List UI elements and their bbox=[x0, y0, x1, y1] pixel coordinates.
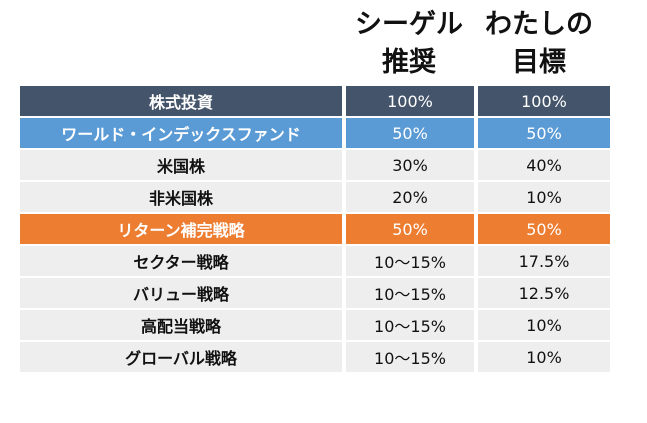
row-label: 株式投資 bbox=[20, 86, 342, 116]
siegel-value: 10～15% bbox=[346, 246, 474, 276]
row-label: リターン補完戦略 bbox=[20, 214, 342, 244]
row-label: バリュー戦略 bbox=[20, 278, 342, 308]
table-row-world-index-fund: ワールド・インデックスファンド 50% 50% bbox=[20, 118, 610, 148]
table-row-non-us-stocks: 非米国株 20% 10% bbox=[20, 182, 610, 212]
siegel-value: 30% bbox=[346, 150, 474, 180]
siegel-value: 50% bbox=[346, 214, 474, 244]
row-label: 米国株 bbox=[20, 150, 342, 180]
my-target-value: 100% bbox=[478, 86, 610, 116]
row-label: グローバル戦略 bbox=[20, 342, 342, 372]
table-row-high-dividend-strategy: 高配当戦略 10～15% 10% bbox=[20, 310, 610, 340]
my-target-value: 50% bbox=[478, 214, 610, 244]
header-siegel-recommended: シーゲル 推奨 bbox=[346, 6, 472, 86]
siegel-value: 10～15% bbox=[346, 278, 474, 308]
header-siegel-line2: 推奨 bbox=[382, 47, 436, 78]
row-label: 高配当戦略 bbox=[20, 310, 342, 340]
siegel-value: 50% bbox=[346, 118, 474, 148]
siegel-value: 10～15% bbox=[346, 342, 474, 372]
header-my-target: わたしの 目標 bbox=[476, 6, 602, 86]
my-target-value: 12.5% bbox=[478, 278, 610, 308]
table-row-value-strategy: バリュー戦略 10～15% 12.5% bbox=[20, 278, 610, 308]
header-my-target-line1: わたしの bbox=[485, 9, 593, 40]
siegel-value: 20% bbox=[346, 182, 474, 212]
table-row-us-stocks: 米国株 30% 40% bbox=[20, 150, 610, 180]
table-row-sector-strategy: セクター戦略 10～15% 17.5% bbox=[20, 246, 610, 276]
my-target-value: 10% bbox=[478, 310, 610, 340]
row-label: ワールド・インデックスファンド bbox=[20, 118, 342, 148]
my-target-value: 10% bbox=[478, 182, 610, 212]
header-siegel-line1: シーゲル bbox=[355, 9, 463, 40]
siegel-value: 100% bbox=[346, 86, 474, 116]
table-row-stock-investment: 株式投資 100% 100% bbox=[20, 86, 610, 116]
row-label: セクター戦略 bbox=[20, 246, 342, 276]
siegel-value: 10～15% bbox=[346, 310, 474, 340]
my-target-value: 50% bbox=[478, 118, 610, 148]
my-target-value: 10% bbox=[478, 342, 610, 372]
table-row-return-complement-strategy: リターン補完戦略 50% 50% bbox=[20, 214, 610, 244]
my-target-value: 17.5% bbox=[478, 246, 610, 276]
my-target-value: 40% bbox=[478, 150, 610, 180]
table-row-global-strategy: グローバル戦略 10～15% 10% bbox=[20, 342, 610, 372]
row-label: 非米国株 bbox=[20, 182, 342, 212]
allocation-table: 株式投資 100% 100% ワールド・インデックスファンド 50% 50% 米… bbox=[20, 84, 610, 374]
header-my-target-line2: 目標 bbox=[512, 47, 566, 78]
